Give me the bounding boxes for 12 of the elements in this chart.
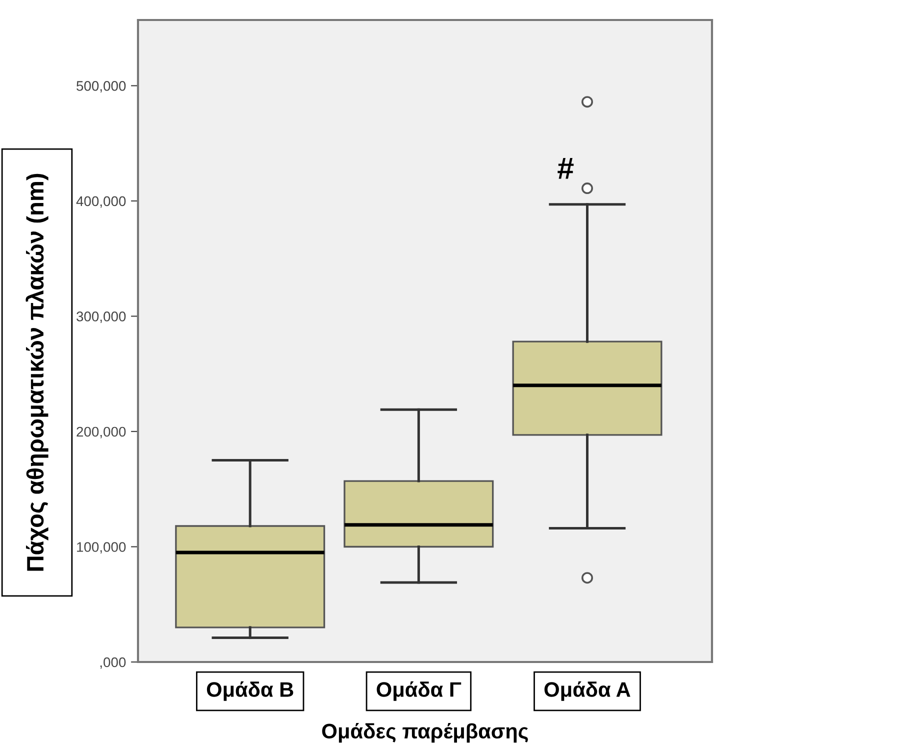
y-tick-label: 500,000 [76,81,126,93]
y-tick-label: 100,000 [77,542,126,554]
x-tick-label: Ομάδα Α [544,681,630,701]
y-tick-label: 200,000 [76,426,126,438]
x-tick-label: Ομάδα Β [206,681,294,701]
annotation: # [558,158,574,179]
x-axis-title: Ομάδες παρέμβασης [322,722,528,743]
y-tick-label: ,000 [100,657,126,669]
y-axis-title: Πάχος αθηρωματικών πλακών (nm) [26,174,48,571]
x-tick-label: Ομάδα Γ [376,681,462,701]
y-tick-label: 400,000 [76,196,126,208]
y-tick-label: 300,000 [76,312,126,324]
